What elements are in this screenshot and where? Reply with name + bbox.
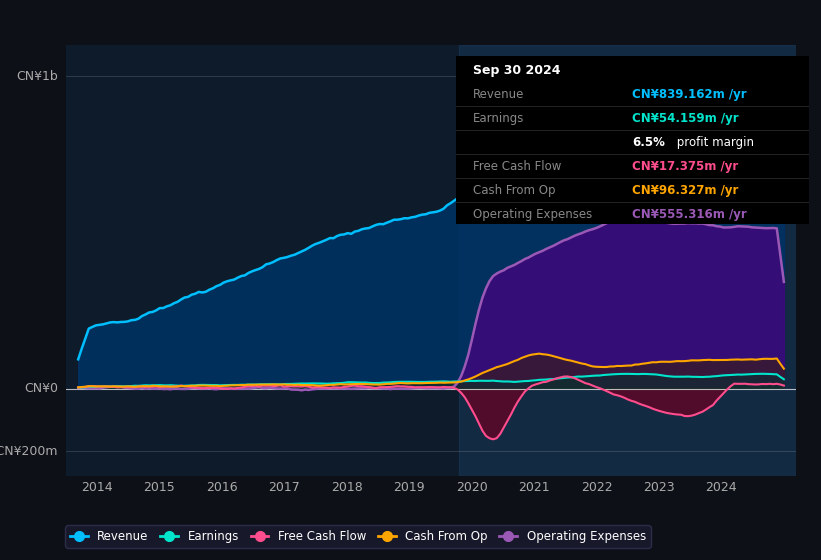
Text: -CN¥200m: -CN¥200m <box>0 445 58 458</box>
Text: profit margin: profit margin <box>672 136 754 149</box>
Text: Cash From Op: Cash From Op <box>474 184 556 197</box>
Text: Earnings: Earnings <box>474 112 525 125</box>
Legend: Revenue, Earnings, Free Cash Flow, Cash From Op, Operating Expenses: Revenue, Earnings, Free Cash Flow, Cash … <box>66 525 650 548</box>
Text: CN¥0: CN¥0 <box>25 382 58 395</box>
Text: CN¥54.159m /yr: CN¥54.159m /yr <box>632 112 739 125</box>
Text: CN¥1b: CN¥1b <box>16 69 58 82</box>
Text: CN¥839.162m /yr: CN¥839.162m /yr <box>632 88 747 101</box>
Text: CN¥17.375m /yr: CN¥17.375m /yr <box>632 160 738 173</box>
Text: Free Cash Flow: Free Cash Flow <box>474 160 562 173</box>
Text: CN¥96.327m /yr: CN¥96.327m /yr <box>632 184 739 197</box>
Text: CN¥555.316m /yr: CN¥555.316m /yr <box>632 208 747 221</box>
Text: Revenue: Revenue <box>474 88 525 101</box>
Text: Sep 30 2024: Sep 30 2024 <box>474 64 561 77</box>
Text: Operating Expenses: Operating Expenses <box>474 208 593 221</box>
Text: 6.5%: 6.5% <box>632 136 665 149</box>
Bar <box>459 45 796 476</box>
